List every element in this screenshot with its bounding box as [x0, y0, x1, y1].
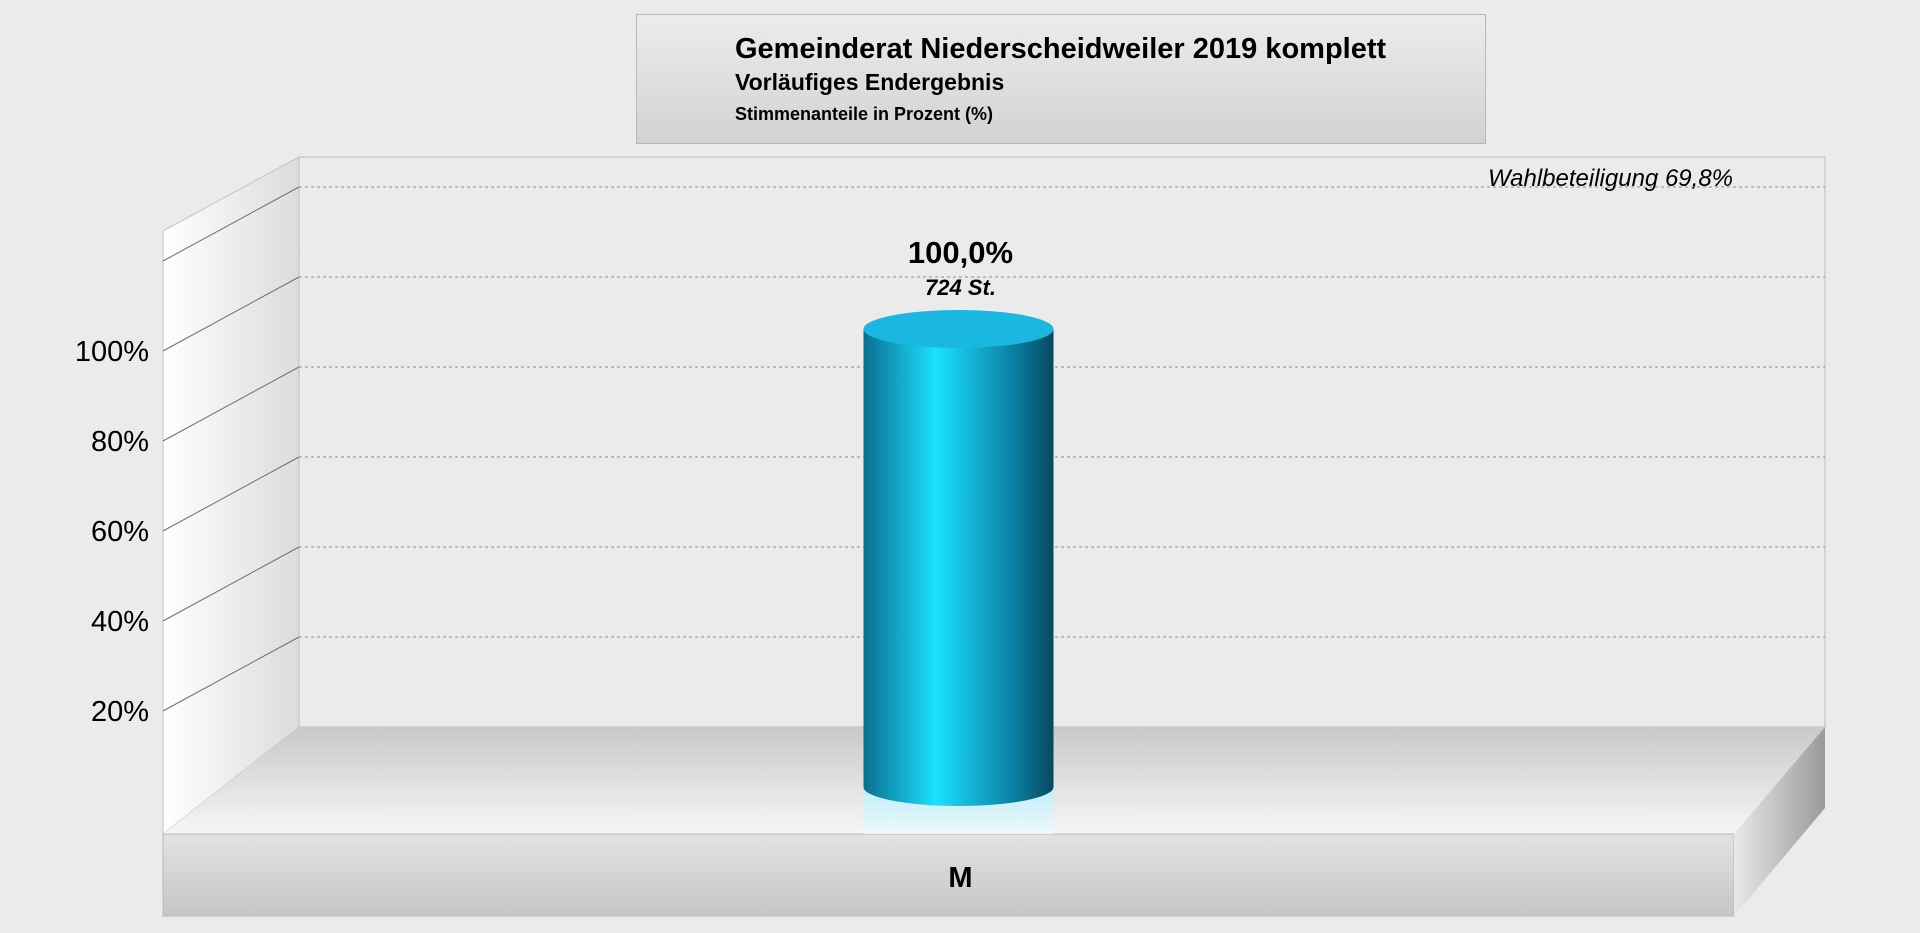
left-wall: [162, 156, 300, 836]
y-tick-label: 60%: [91, 516, 149, 548]
bar-cylinder-body: [863, 329, 1054, 807]
x-category-label: M: [948, 862, 972, 894]
wall-gridline: [162, 186, 300, 262]
wall-gridline: [162, 366, 300, 442]
side-face: [1734, 727, 1825, 916]
y-tick-label: 80%: [91, 426, 149, 458]
bars: 100,0% 724 St. M: [863, 235, 1054, 894]
wall-gridline: [162, 456, 300, 532]
wall-gridline: [162, 636, 300, 712]
bar-value-label: 100,0%: [908, 235, 1013, 270]
chart-title: Gemeinderat Niederscheidweiler 2019 komp…: [735, 33, 1387, 65]
bar-votes-label: 724 St.: [925, 275, 996, 300]
bar: [863, 310, 1054, 834]
wall-gridline: [162, 546, 300, 622]
gridlines: [162, 186, 1825, 712]
front-face: [162, 833, 1735, 917]
y-tick-label: 20%: [91, 696, 149, 728]
chart-title-box: Gemeinderat Niederscheidweiler 2019 komp…: [636, 14, 1486, 144]
chart-subtitle: Vorläufiges Endergebnis: [735, 69, 1005, 95]
back-wall: [298, 156, 1826, 728]
turnout-annotation: Wahlbeteiligung 69,8%: [1488, 165, 1733, 192]
y-tick-label: 40%: [91, 606, 149, 638]
wall-gridline: [162, 276, 300, 352]
chart-subtitle-secondary: Stimmenanteile in Prozent (%): [735, 104, 994, 124]
y-tick-label: 100%: [75, 336, 149, 368]
y-axis-ticks: 20% 40% 60% 80% 100%: [75, 336, 149, 728]
bar-cylinder-top: [863, 310, 1054, 348]
